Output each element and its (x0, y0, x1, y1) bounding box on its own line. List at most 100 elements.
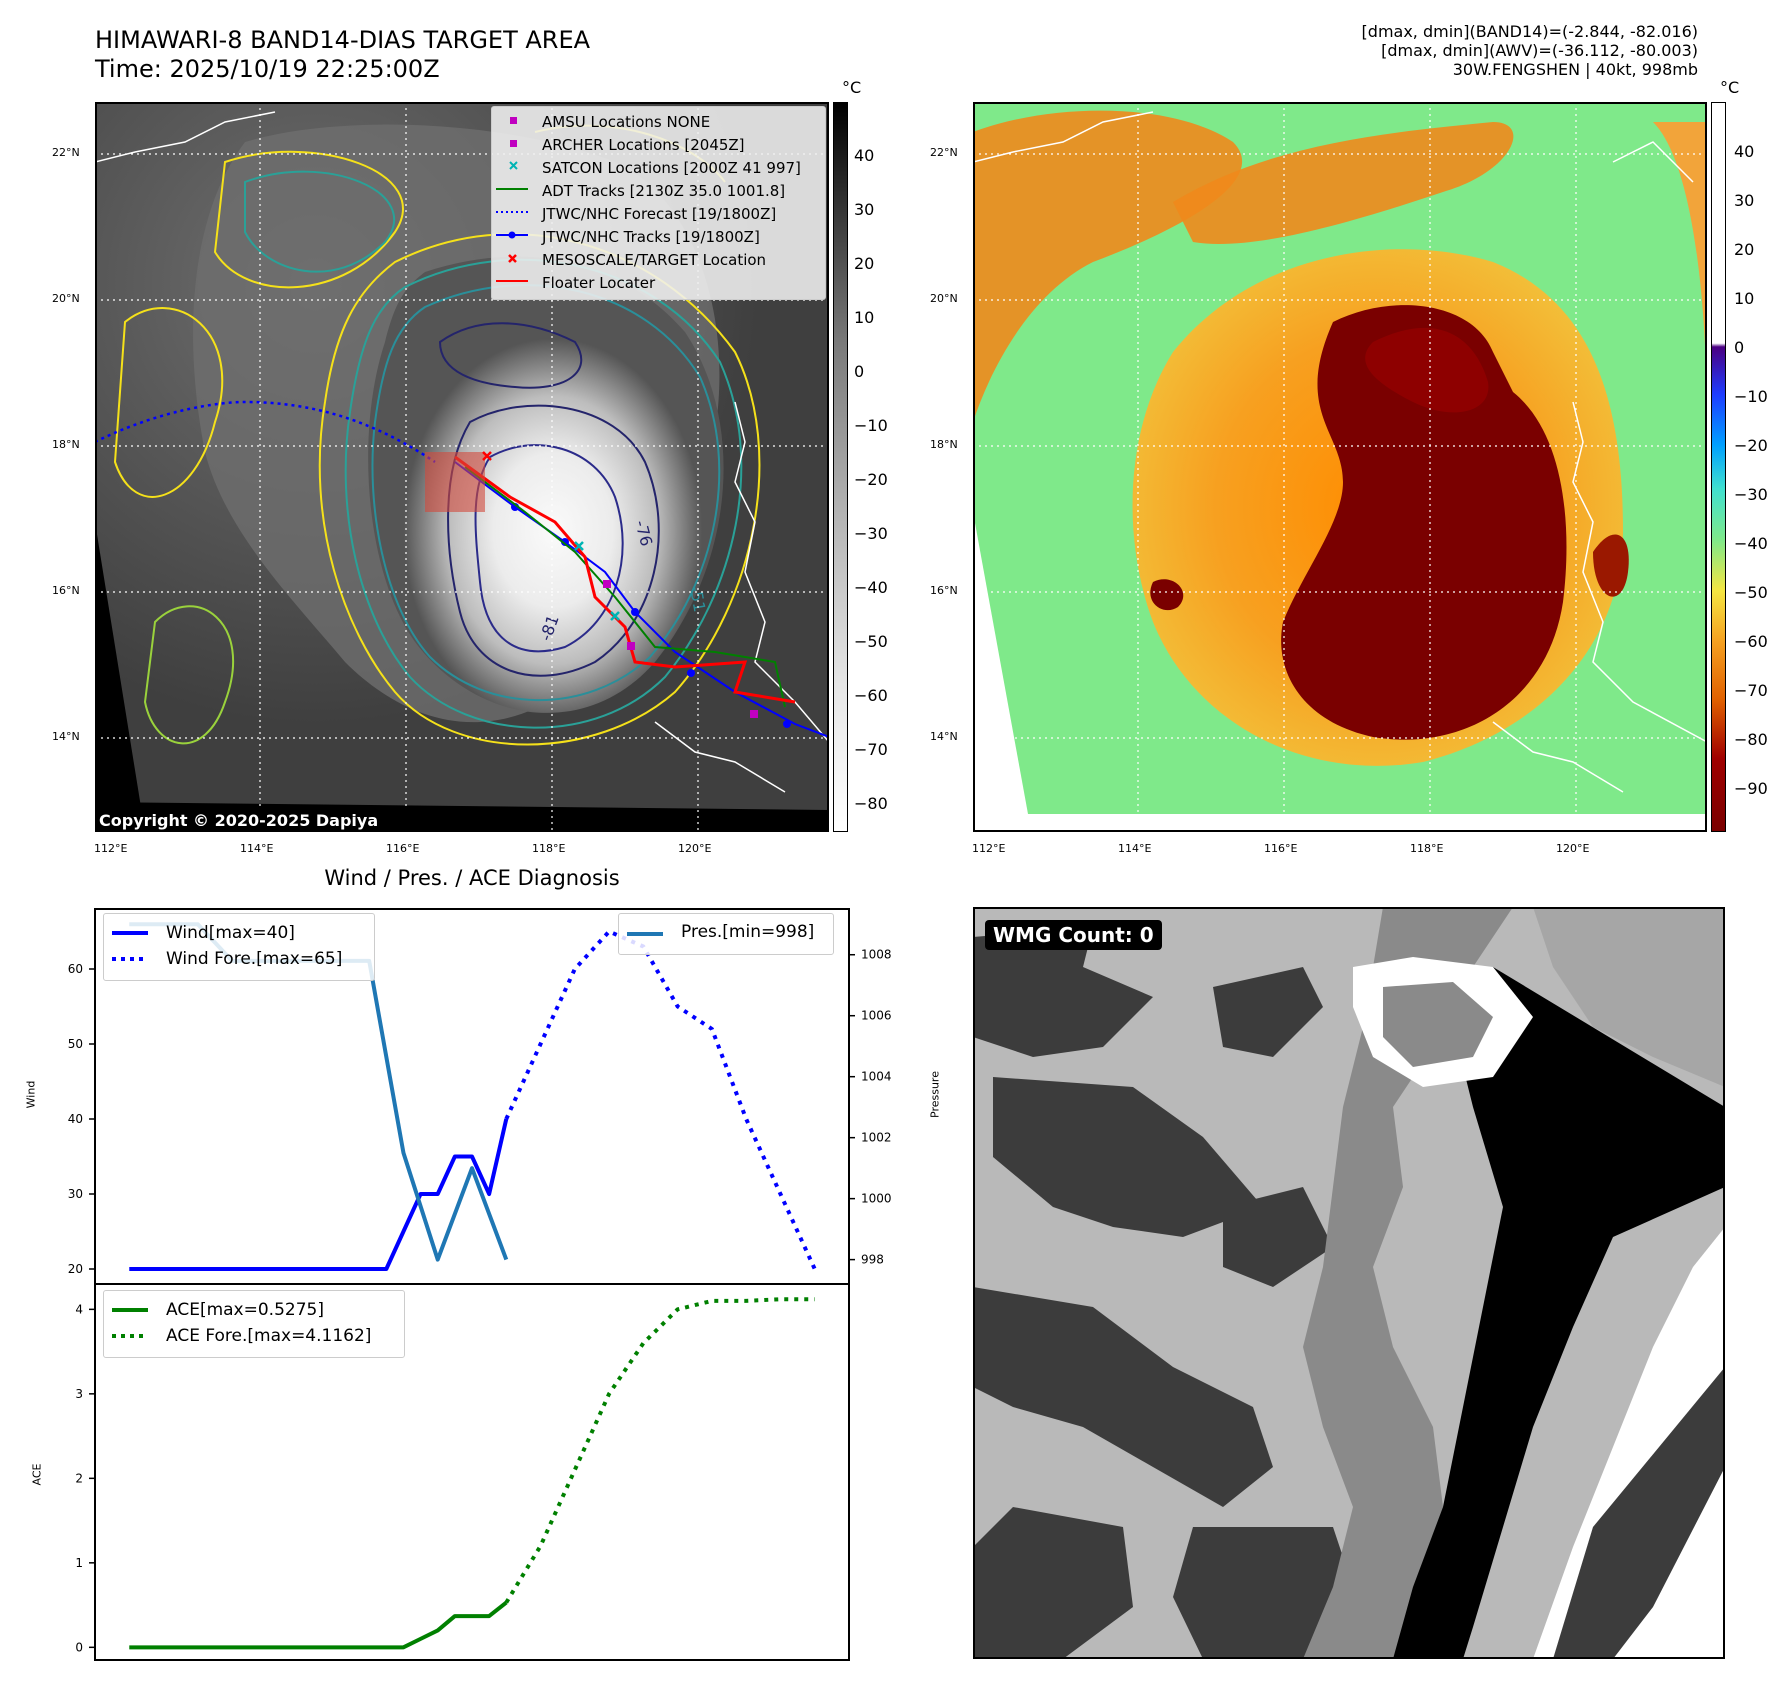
awv-colorbar (1711, 102, 1726, 832)
wmg-map-frame (973, 907, 1725, 1659)
awv-cb-tick: 10 (1734, 289, 1755, 308)
ir-cb-tick: 30 (854, 200, 875, 219)
awv-lon-118: 118°E (1410, 842, 1444, 855)
wind-axis-label: Wind (24, 1080, 38, 1109)
y-right-tick-label: 1004 (861, 1070, 892, 1084)
y-tick-label: 2 (75, 1471, 83, 1485)
wmg-count-badge: WMG Count: 0 (985, 920, 1162, 950)
legend-wind-forecast: Wind Fore.[max=65] (166, 949, 343, 969)
y-tick-label: 60 (68, 962, 83, 976)
ace-axis-label: ACE (30, 1463, 44, 1486)
ir-lat-18: 18°N (52, 438, 80, 451)
y-right-tick-label: 1002 (861, 1131, 892, 1145)
awv-cb-tick: −40 (1734, 534, 1768, 553)
ir-cb-tick: 10 (854, 308, 875, 327)
ir-cb-tick: −20 (854, 470, 888, 489)
pressure-legend: Pres.[min=998] (618, 913, 834, 955)
ir-lat-16: 16°N (52, 584, 80, 597)
ir-lon-116: 116°E (386, 842, 420, 855)
y-tick-label: 50 (68, 1037, 83, 1051)
legend-jtwc-tracks: JTWC/NHC Tracks [19/1800Z] (542, 228, 760, 246)
legend-pressure: Pres.[min=998] (681, 922, 815, 942)
ir-cb-tick: 40 (854, 146, 875, 165)
awv-lon-114: 114°E (1118, 842, 1152, 855)
awv-cb-tick: −20 (1734, 436, 1768, 455)
awv-lon-112: 112°E (972, 842, 1006, 855)
series-line-wind-fore-max- (504, 929, 817, 1270)
ir-lon-118: 118°E (532, 842, 566, 855)
y-tick-label: 40 (68, 1112, 83, 1126)
awv-cb-tick: 40 (1734, 142, 1755, 161)
ir-lon-120: 120°E (678, 842, 712, 855)
copyright-badge: Copyright © 2020-2025 Dapiya (95, 810, 409, 832)
ir-cb-tick: −50 (854, 632, 888, 651)
wind-legend-lines (112, 931, 148, 961)
ir-map-frame (95, 102, 829, 832)
ir-legend-glyphs (496, 117, 528, 282)
contour-label-51: -51 (686, 584, 709, 613)
awv-map-frame (973, 102, 1707, 832)
ir-lat-20: 20°N (52, 292, 80, 305)
legend-mesoscale-target: MESOSCALE/TARGET Location (542, 251, 767, 269)
y-right-tick-label: 1008 (861, 948, 892, 962)
awv-cb-tick: 30 (1734, 191, 1755, 210)
awv-satellite-map (973, 102, 1707, 832)
ir-cb-tick: −10 (854, 416, 888, 435)
figure-title: HIMAWARI-8 BAND14-DIAS TARGET AREA Time: … (95, 26, 590, 84)
ir-legend: AMSU Locations NONE ARCHER Locations [20… (491, 106, 826, 300)
ir-colorbar-unit: °C (842, 78, 862, 97)
legend-ace-forecast: ACE Fore.[max=4.1162] (166, 1326, 372, 1346)
ace-legend: ACE[max=0.5275] ACE Fore.[max=4.1162] (103, 1290, 405, 1358)
awv-lat-20: 20°N (930, 292, 958, 305)
series-line-ace-fore-max- (504, 1297, 815, 1604)
legend-jtwc-forecast: JTWC/NHC Forecast [19/1800Z] (542, 205, 777, 223)
pressure-legend-line (627, 932, 663, 936)
info-line-band14: [dmax, dmin](BAND14)=(-2.844, -82.016) (1361, 22, 1698, 41)
ir-lon-114: 114°E (240, 842, 274, 855)
wmg-pixel-map (973, 907, 1725, 1659)
y-tick-label: 30 (68, 1187, 83, 1201)
y-tick-label: 3 (75, 1387, 83, 1401)
storm-info: [dmax, dmin](BAND14)=(-2.844, -82.016) [… (1362, 22, 1698, 79)
awv-lat-14: 14°N (930, 730, 958, 743)
legend-adt: ADT Tracks [2130Z 35.0 1001.8] (542, 182, 786, 200)
awv-cb-tick: −90 (1734, 779, 1768, 798)
awv-cb-tick: −30 (1734, 485, 1768, 504)
series-line-ace-max- (129, 1600, 508, 1650)
info-line-storm: 30W.FENGSHEN | 40kt, 998mb (1452, 60, 1698, 79)
ir-cb-tick: −80 (854, 794, 888, 813)
legend-floater: Floater Locater (542, 274, 656, 292)
awv-lat-16: 16°N (930, 584, 958, 597)
awv-cb-tick: −60 (1734, 632, 1768, 651)
ir-cb-tick: −70 (854, 740, 888, 759)
legend-ace: ACE[max=0.5275] (166, 1300, 324, 1320)
awv-lon-120: 120°E (1556, 842, 1590, 855)
ir-lat-22: 22°N (52, 146, 80, 159)
y-right-tick-label: 1000 (861, 1192, 892, 1206)
awv-cb-tick: 20 (1734, 240, 1755, 259)
legend-archer: ARCHER Locations [2045Z] (542, 136, 745, 154)
title-line-2: Time: 2025/10/19 22:25:00Z (95, 55, 440, 83)
ir-cb-tick: 20 (854, 254, 875, 273)
ir-cb-tick: −30 (854, 524, 888, 543)
series-line-wind-max- (129, 1118, 509, 1271)
legend-satcon: SATCON Locations [2000Z 41 997] (542, 159, 801, 177)
awv-lon-116: 116°E (1264, 842, 1298, 855)
awv-cb-tick: −80 (1734, 730, 1768, 749)
y-tick-label: 1 (75, 1556, 83, 1570)
ir-lat-14: 14°N (52, 730, 80, 743)
awv-lat-22: 22°N (930, 146, 958, 159)
y-right-tick-label: 1006 (861, 1009, 892, 1023)
awv-cb-tick: −50 (1734, 583, 1768, 602)
pressure-axis-label: Pressure (928, 1071, 942, 1118)
y-tick-label: 20 (68, 1262, 83, 1276)
awv-colorbar-unit: °C (1720, 78, 1740, 97)
y-tick-label: 4 (75, 1302, 83, 1316)
y-right-tick-label: 998 (861, 1253, 884, 1267)
y-tick-label: 0 (75, 1640, 83, 1654)
awv-cb-tick: −70 (1734, 681, 1768, 700)
ir-cb-tick: 0 (854, 362, 865, 381)
ir-cb-tick: −40 (854, 578, 888, 597)
ace-legend-lines (112, 1308, 148, 1338)
awv-cb-tick: 0 (1734, 338, 1745, 357)
